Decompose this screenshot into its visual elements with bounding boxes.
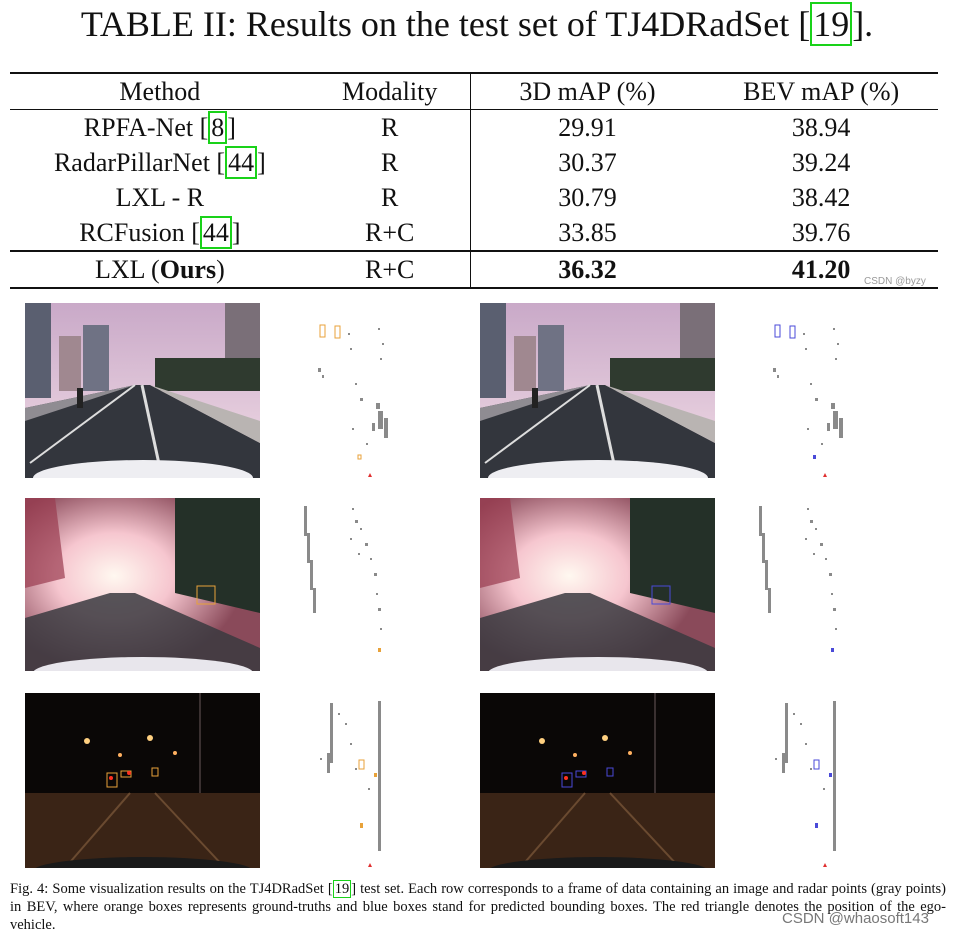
method-cell: RadarPillarNet [44] bbox=[53, 146, 266, 179]
method-cell: LXL (Ours) bbox=[94, 255, 225, 284]
citation-link[interactable]: 8 bbox=[208, 111, 228, 144]
results-table: Method Modality 3D mAP (%) BEV mAP (%) R… bbox=[10, 72, 938, 289]
map3d-cell: 30.79 bbox=[558, 183, 617, 212]
table-title: TABLE II: Results on the test set of TJ4… bbox=[80, 2, 874, 46]
bev-radar-day-gt bbox=[290, 303, 450, 478]
header-modality: Modality bbox=[309, 73, 471, 110]
table-row: LXL - R R 30.79 38.42 bbox=[10, 180, 938, 215]
citation-link[interactable]: 19 bbox=[810, 2, 853, 46]
modality-cell: R bbox=[309, 180, 471, 215]
citation-link[interactable]: 44 bbox=[225, 146, 258, 179]
modality-cell: R bbox=[309, 145, 471, 180]
map3d-cell: 36.32 bbox=[558, 255, 617, 284]
citation-link[interactable]: 44 bbox=[199, 216, 232, 249]
modality-cell: R bbox=[309, 109, 471, 145]
bev-cell: 38.94 bbox=[791, 113, 851, 142]
watermark: CSDN @whaosoft143 bbox=[782, 910, 929, 927]
camera-image-day-gt bbox=[25, 303, 260, 478]
map3d-cell: 29.91 bbox=[558, 113, 617, 142]
header-method: Method bbox=[10, 73, 310, 110]
bev-radar-glare-gt bbox=[290, 498, 450, 671]
camera-image-glare-pred bbox=[480, 498, 715, 671]
bev-radar-glare-pred bbox=[745, 498, 905, 671]
table-row: RPFA-Net [8] R 29.91 38.94 bbox=[10, 109, 938, 145]
method-cell: RCFusion [44] bbox=[79, 216, 241, 249]
camera-image-day-pred bbox=[480, 303, 715, 478]
map3d-cell: 30.37 bbox=[558, 148, 617, 177]
bev-cell: 39.24 bbox=[791, 148, 851, 177]
bev-radar-night-pred bbox=[745, 693, 905, 868]
bev-radar-night-gt bbox=[290, 693, 450, 868]
camera-image-glare-gt bbox=[25, 498, 260, 671]
map3d-cell: 33.85 bbox=[558, 218, 617, 247]
camera-image-night-pred bbox=[480, 693, 715, 868]
table-header-row: Method Modality 3D mAP (%) BEV mAP (%) bbox=[10, 73, 938, 110]
method-cell: RPFA-Net [8] bbox=[83, 111, 236, 144]
camera-image-night-gt bbox=[25, 693, 260, 868]
figure-caption: Fig. 4: Some visualization results on th… bbox=[10, 880, 946, 933]
table-row: RadarPillarNet [44] R 30.37 39.24 bbox=[10, 145, 938, 180]
modality-cell: R+C bbox=[309, 215, 471, 251]
bev-cell: 39.76 bbox=[791, 218, 851, 247]
header-3d-map: 3D mAP (%) bbox=[470, 73, 705, 110]
method-cell: LXL - R bbox=[115, 183, 205, 212]
bev-cell: 41.20 bbox=[791, 255, 851, 284]
watermark: CSDN @byzy bbox=[864, 276, 926, 287]
table-row-ours: LXL (Ours) R+C 36.32 41.20 bbox=[10, 251, 938, 288]
modality-cell: R+C bbox=[309, 251, 471, 288]
table-row: RCFusion [44] R+C 33.85 39.76 bbox=[10, 215, 938, 251]
header-bev-map: BEV mAP (%) bbox=[704, 73, 938, 110]
bev-cell: 38.42 bbox=[791, 183, 851, 212]
bev-radar-day-pred bbox=[745, 303, 905, 478]
citation-link[interactable]: 19 bbox=[332, 880, 352, 898]
